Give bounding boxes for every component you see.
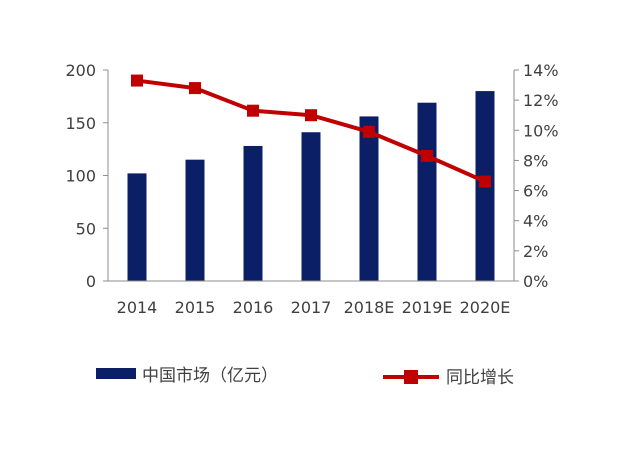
x-tick-label: 2015 [175, 298, 216, 317]
legend: 中国市场（亿元） 同比增长 [96, 366, 514, 388]
left-tick-label: 0 [86, 272, 96, 291]
x-axis-tick-labels: 2014 2015 2016 2017 2018E 2019E 2020E [117, 298, 511, 317]
left-tick-label: 150 [65, 114, 96, 133]
left-tick-label: 200 [65, 61, 96, 80]
bar-2015 [185, 159, 205, 281]
x-tick-label: 2020E [460, 298, 511, 317]
growth-point-2018E [363, 125, 375, 138]
bar-2016 [243, 145, 263, 281]
growth-point-2015 [189, 82, 201, 95]
left-axis-ticks: 0 50 100 150 200 [65, 61, 108, 291]
right-tick-label: 14% [523, 61, 559, 80]
x-tick-label: 2014 [117, 298, 158, 317]
right-tick-label: 8% [523, 151, 548, 170]
right-axis-ticks: 0% 2% 4% 6% 8% 10% 12% 14% [514, 61, 559, 291]
bar-2019E [417, 102, 437, 281]
legend-line-label: 同比增长 [446, 368, 514, 388]
left-tick-label: 100 [65, 167, 96, 186]
line-series [131, 74, 491, 188]
right-tick-label: 0% [523, 272, 548, 291]
growth-point-2017 [305, 109, 317, 122]
growth-point-2020E [479, 175, 491, 188]
growth-point-2016 [247, 104, 259, 117]
legend-bar-label: 中国市场（亿元） [142, 366, 278, 386]
growth-point-2019E [421, 149, 433, 162]
x-tick-label: 2018E [344, 298, 395, 317]
bar-2018E [359, 116, 379, 281]
right-tick-label: 6% [523, 182, 548, 201]
right-tick-label: 4% [523, 212, 548, 231]
growth-point-2014 [131, 74, 143, 87]
bar-2014 [127, 173, 147, 281]
bar-2017 [301, 132, 321, 281]
left-tick-label: 50 [76, 219, 96, 238]
x-tick-label: 2016 [233, 298, 274, 317]
axes [107, 70, 515, 282]
right-tick-label: 2% [523, 242, 548, 261]
legend-line-marker [404, 370, 418, 384]
right-tick-label: 10% [523, 121, 559, 140]
right-tick-label: 12% [523, 91, 559, 110]
x-tick-label: 2017 [291, 298, 332, 317]
x-tick-label: 2019E [402, 298, 453, 317]
legend-bar-swatch [96, 368, 136, 379]
